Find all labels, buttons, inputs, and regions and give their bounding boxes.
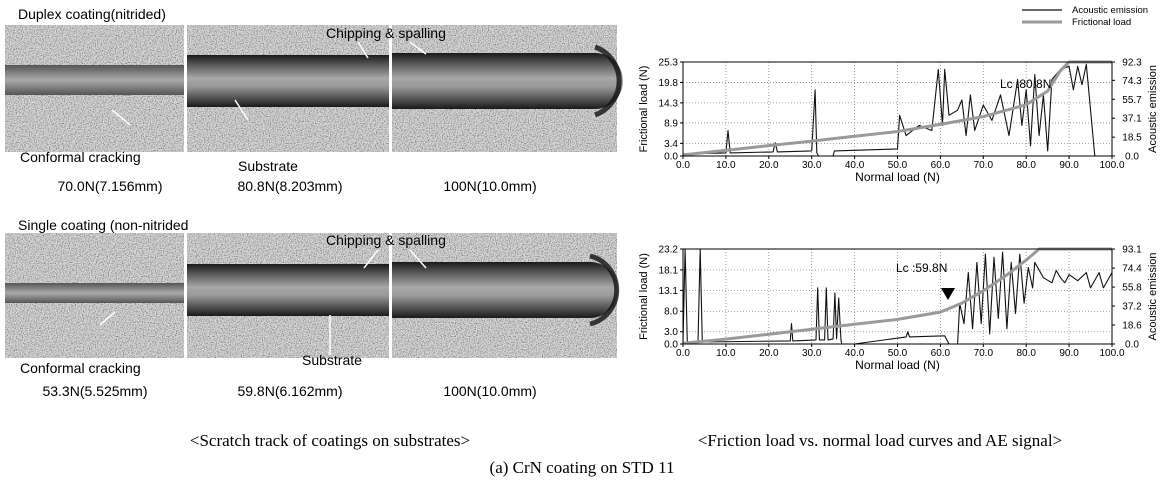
y-tick-label: 23.2 bbox=[659, 245, 679, 256]
micrograph-label: Conformal cracking bbox=[20, 149, 141, 165]
y-tick-label: 14.3 bbox=[659, 98, 679, 109]
y-tick-label: 19.8 bbox=[659, 78, 679, 89]
x-tick-label: 20.0 bbox=[759, 348, 779, 359]
plot-frame bbox=[682, 248, 1113, 345]
x-tick-label: 70.0 bbox=[974, 348, 994, 359]
x-axis-label: Normal load (N) bbox=[855, 170, 940, 184]
x-tick-label: 80.0 bbox=[1016, 348, 1036, 359]
y2-tick-label: 0.0 bbox=[1125, 152, 1139, 163]
y-tick-label: 18.1 bbox=[659, 265, 679, 276]
micrograph-label: Chipping & spalling bbox=[326, 232, 446, 248]
x-tick-label: 100.0 bbox=[1099, 160, 1124, 171]
y-axis-label: Frictional load (N) bbox=[638, 66, 650, 153]
micrograph-caption: 100N(10.0mm) bbox=[443, 383, 536, 399]
x-tick-label: 70.0 bbox=[974, 160, 994, 171]
x-tick-label: 20.0 bbox=[759, 160, 779, 171]
critical-load-marker bbox=[941, 288, 955, 300]
panel-caption: <Scratch track of coatings on substrates… bbox=[190, 431, 470, 450]
y-tick-label: 0.0 bbox=[664, 340, 678, 351]
figure-caption: (a) CrN coating on STD 11 bbox=[490, 458, 675, 477]
y2-tick-label: 18.5 bbox=[1122, 133, 1142, 144]
micrograph-caption: 80.8N(8.203mm) bbox=[237, 178, 342, 194]
annotation: Lc :59.8N bbox=[896, 261, 947, 275]
y2-tick-label: 37.2 bbox=[1122, 302, 1142, 313]
y2-tick-label: 18.6 bbox=[1122, 321, 1142, 332]
annotation: Lc :80.8N bbox=[1000, 77, 1051, 91]
y-tick-label: 3.0 bbox=[664, 327, 678, 338]
acoustic-emission-line bbox=[682, 248, 1113, 345]
y2-tick-label: 93.1 bbox=[1122, 245, 1142, 256]
y2-tick-label: 37.1 bbox=[1122, 114, 1142, 125]
micrograph-caption: 70.0N(7.156mm) bbox=[57, 178, 162, 194]
legend-label: Frictional load bbox=[1072, 17, 1131, 28]
x-tick-label: 80.0 bbox=[1016, 160, 1036, 171]
x-tick-label: 10.0 bbox=[716, 160, 736, 171]
frictional-load-line bbox=[682, 247, 1112, 345]
x-tick-label: 100.0 bbox=[1099, 348, 1124, 359]
micrograph-label: Chipping & spalling bbox=[326, 25, 446, 41]
y-tick-label: 8.9 bbox=[664, 118, 678, 129]
panel-caption: <Friction load vs. normal load curves an… bbox=[698, 431, 1062, 450]
micrograph-caption: 100N(10.0mm) bbox=[443, 178, 536, 194]
y-tick-label: 0.0 bbox=[664, 152, 678, 163]
y2-tick-label: 55.8 bbox=[1122, 283, 1142, 294]
y-tick-label: 13.1 bbox=[659, 286, 679, 297]
x-tick-label: 60.0 bbox=[931, 348, 951, 359]
micrograph-title: Single coating (non-nitrided bbox=[18, 217, 188, 233]
y-tick-label: 25.3 bbox=[659, 58, 679, 69]
y2-tick-label: 74.4 bbox=[1122, 264, 1142, 275]
micrograph-label: Substrate bbox=[302, 352, 362, 368]
micrograph-caption: 59.8N(6.162mm) bbox=[237, 383, 342, 399]
micrograph-label: Substrate bbox=[238, 158, 298, 174]
x-axis-label: Normal load (N) bbox=[855, 358, 940, 372]
x-tick-label: 10.0 bbox=[716, 348, 736, 359]
x-tick-label: 30.0 bbox=[802, 348, 822, 359]
y-tick-label: 3.4 bbox=[664, 139, 678, 150]
legend-label: Acoustic emission bbox=[1072, 5, 1148, 16]
y-axis-label: Frictional load (N) bbox=[638, 253, 650, 340]
x-tick-label: 50.0 bbox=[888, 348, 908, 359]
y2-tick-label: 55.7 bbox=[1122, 95, 1142, 106]
y2-axis-label: Acoustic emission bbox=[1147, 65, 1159, 153]
plot-frame bbox=[682, 61, 1113, 157]
micrograph bbox=[5, 25, 623, 152]
acoustic-emission-line bbox=[682, 63, 1112, 157]
y-tick-label: 8.0 bbox=[664, 307, 678, 318]
y2-axis-label: Acoustic emission bbox=[1147, 252, 1159, 340]
y2-tick-label: 0.0 bbox=[1125, 340, 1139, 351]
micrograph-label: Conformal cracking bbox=[20, 360, 141, 376]
x-tick-label: 60.0 bbox=[931, 160, 951, 171]
x-tick-label: 40.0 bbox=[845, 348, 865, 359]
x-tick-label: 90.0 bbox=[1059, 160, 1079, 171]
y2-tick-label: 74.3 bbox=[1122, 76, 1142, 87]
micrograph-title: Duplex coating(nitrided) bbox=[18, 6, 166, 22]
frictional-load-line bbox=[682, 60, 1112, 157]
micrograph-caption: 53.3N(5.525mm) bbox=[42, 383, 147, 399]
x-tick-label: 30.0 bbox=[802, 160, 822, 171]
y2-tick-label: 92.3 bbox=[1122, 58, 1142, 69]
x-tick-label: 90.0 bbox=[1059, 348, 1079, 359]
x-tick-label: 50.0 bbox=[888, 160, 908, 171]
x-tick-label: 40.0 bbox=[845, 160, 865, 171]
micrograph bbox=[5, 233, 620, 358]
x-tick-label: 0.0 bbox=[676, 348, 690, 359]
x-tick-label: 0.0 bbox=[676, 160, 690, 171]
